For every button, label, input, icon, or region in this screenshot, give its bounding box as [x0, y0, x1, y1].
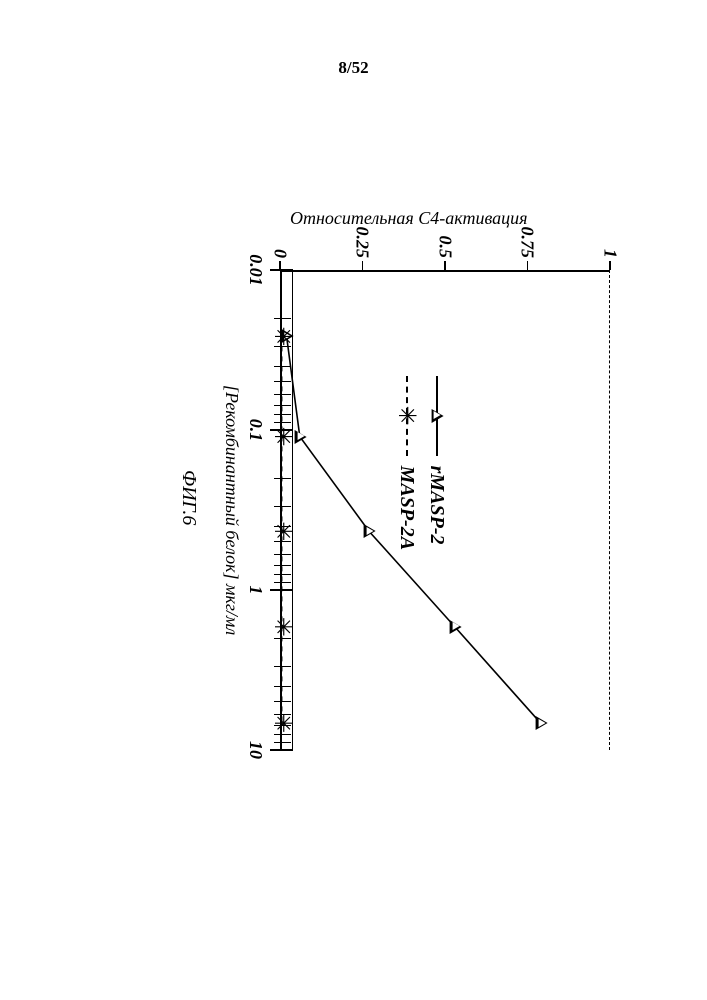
x-major-tick-inner — [280, 269, 293, 271]
x-axis-title: [Рекомбинантный белок] мкг/мл — [221, 385, 242, 635]
x-major-tick — [270, 429, 280, 431]
chart: ✳✳✳✳✳ 0.010.1110 00.250.50.751 rMASP-2✳M… — [170, 170, 640, 810]
y-tick-label: 0 — [270, 218, 291, 258]
x-minor-tick-inner — [280, 565, 291, 566]
x-minor-tick-inner — [280, 422, 291, 423]
y-major-tick — [527, 261, 529, 270]
x-minor-tick-inner — [280, 405, 291, 406]
legend-line-sample: ✳ — [406, 376, 408, 456]
x-tick-label: 0.01 — [245, 254, 266, 286]
figure-rotated-container: ✳✳✳✳✳ 0.010.1110 00.250.50.751 rMASP-2✳M… — [85, 255, 707, 725]
x-minor-tick-inner — [280, 381, 291, 382]
x-tick-label: 0.1 — [245, 419, 266, 442]
y-major-tick — [444, 261, 446, 270]
legend-row: ✳ MASP-2A — [392, 376, 422, 550]
x-major-tick — [270, 589, 280, 591]
x-minor-tick-inner — [280, 394, 291, 395]
page-number: 8/52 — [0, 58, 707, 78]
triangle-marker — [294, 430, 306, 444]
x-tick-label: 1 — [245, 586, 266, 595]
legend: rMASP-2 ✳ MASP-2A — [392, 376, 452, 550]
x-minor-tick-inner — [280, 734, 291, 735]
y-axis-title: Относительная С4-активация — [290, 208, 528, 229]
x-minor-tick-inner — [280, 554, 291, 555]
legend-row: rMASP-2 — [422, 376, 452, 550]
x-minor-tick-inner — [280, 366, 291, 367]
y-tick-label: 1 — [600, 218, 621, 258]
y-major-tick — [609, 261, 611, 270]
x-major-tick — [270, 749, 280, 751]
x-minor-tick-inner — [280, 714, 291, 715]
x-minor-tick-inner — [280, 638, 291, 639]
x-minor-tick-inner — [280, 506, 291, 507]
figure-caption: ФИГ.6 — [177, 470, 200, 525]
triangle-marker — [535, 716, 547, 730]
y-major-tick — [362, 261, 364, 270]
triangle-icon — [431, 409, 443, 423]
x-minor-tick-inner — [280, 686, 291, 687]
x-minor-tick-inner — [280, 541, 291, 542]
page: 8/52 ✳✳✳✳✳ 0.010.1110 00.25 — [0, 0, 707, 1000]
x-minor-tick-inner — [280, 725, 291, 726]
x-major-tick-inner — [280, 749, 293, 751]
x-minor-tick-inner — [280, 574, 291, 575]
x-major-tick-inner — [280, 589, 293, 591]
x-minor-tick-inner — [280, 582, 291, 583]
x-minor-tick-inner — [280, 701, 291, 702]
x-minor-tick-inner — [280, 414, 291, 415]
x-minor-tick-inner — [280, 742, 291, 743]
x-major-tick-inner — [280, 429, 293, 431]
legend-line-sample — [436, 376, 438, 456]
legend-label: MASP-2A — [395, 466, 418, 550]
x-minor-tick-inner — [280, 478, 291, 479]
triangle-marker — [450, 620, 462, 634]
x-tick-label: 10 — [245, 741, 266, 759]
y-major-tick — [279, 261, 281, 270]
x-minor-tick-inner — [280, 318, 291, 319]
x-minor-tick-inner — [280, 526, 291, 527]
legend-label: rMASP-2 — [425, 466, 448, 545]
x-minor-tick-inner — [280, 346, 291, 347]
plot-area: ✳✳✳✳✳ 0.010.1110 00.250.50.751 rMASP-2✳M… — [280, 270, 610, 750]
x-minor-tick-inner — [280, 666, 291, 667]
triangle-marker — [364, 524, 376, 538]
